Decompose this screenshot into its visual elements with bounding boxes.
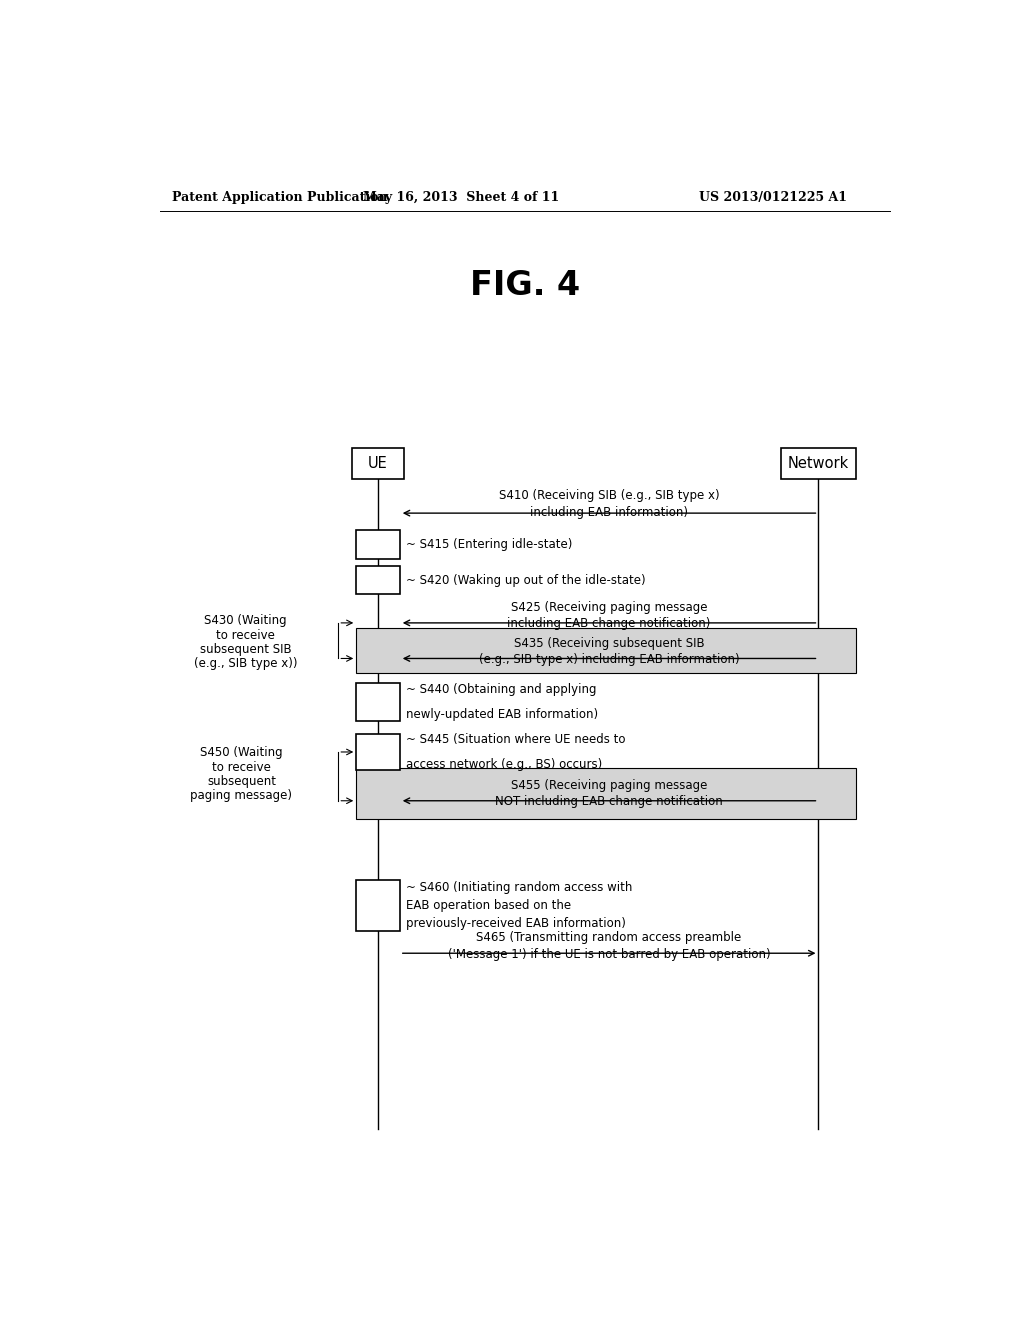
Bar: [356, 566, 399, 594]
Bar: [356, 531, 399, 558]
Text: S430 (Waiting: S430 (Waiting: [204, 614, 287, 627]
Text: to receive: to receive: [212, 760, 271, 774]
Text: ('Message 1') if the UE is not barred by EAB operation): ('Message 1') if the UE is not barred by…: [447, 948, 770, 961]
Text: May 16, 2013  Sheet 4 of 11: May 16, 2013 Sheet 4 of 11: [364, 190, 559, 203]
Text: US 2013/0121225 A1: US 2013/0121225 A1: [699, 190, 848, 203]
Text: subsequent SIB: subsequent SIB: [200, 643, 291, 656]
Text: UE: UE: [368, 455, 388, 471]
Text: including EAB change notification): including EAB change notification): [508, 618, 711, 631]
Text: Network: Network: [787, 455, 849, 471]
Text: S425 (Receiving paging message: S425 (Receiving paging message: [511, 601, 708, 614]
Text: Patent Application Publication: Patent Application Publication: [172, 190, 387, 203]
Text: NOT including EAB change notification: NOT including EAB change notification: [496, 795, 723, 808]
Text: (e.g., SIB type x)): (e.g., SIB type x)): [194, 657, 297, 671]
Text: to receive: to receive: [216, 628, 274, 642]
Text: paging message): paging message): [190, 789, 293, 803]
Text: ~ S415 (Entering idle-state): ~ S415 (Entering idle-state): [407, 539, 572, 552]
Text: S450 (Waiting: S450 (Waiting: [200, 747, 283, 759]
Bar: [356, 628, 856, 673]
Text: access network (e.g., BS) occurs): access network (e.g., BS) occurs): [407, 758, 602, 771]
Text: S435 (Receiving subsequent SIB: S435 (Receiving subsequent SIB: [514, 636, 705, 649]
Bar: [356, 682, 399, 722]
Text: EAB operation based on the: EAB operation based on the: [407, 899, 571, 912]
Bar: [352, 447, 403, 479]
Bar: [356, 880, 399, 931]
Bar: [356, 734, 399, 770]
Bar: [356, 768, 856, 818]
Text: S410 (Receiving SIB (e.g., SIB type x): S410 (Receiving SIB (e.g., SIB type x): [499, 490, 720, 503]
Text: FIG. 4: FIG. 4: [470, 269, 580, 302]
Text: ~ S420 (Waking up out of the idle-state): ~ S420 (Waking up out of the idle-state): [407, 574, 646, 586]
Text: S465 (Transmitting random access preamble: S465 (Transmitting random access preambl…: [476, 932, 741, 945]
Text: newly-updated EAB information): newly-updated EAB information): [407, 708, 598, 721]
Text: S455 (Receiving paging message: S455 (Receiving paging message: [511, 779, 708, 792]
Bar: [780, 447, 856, 479]
Text: ~ S440 (Obtaining and applying: ~ S440 (Obtaining and applying: [407, 684, 597, 697]
Text: subsequent: subsequent: [207, 775, 276, 788]
Text: previously-received EAB information): previously-received EAB information): [407, 917, 626, 931]
Text: (e.g., SIB type x) including EAB information): (e.g., SIB type x) including EAB informa…: [479, 653, 739, 667]
Text: including EAB information): including EAB information): [530, 506, 688, 519]
Text: ~ S445 (Situation where UE needs to: ~ S445 (Situation where UE needs to: [407, 734, 626, 746]
Text: ~ S460 (Initiating random access with: ~ S460 (Initiating random access with: [407, 880, 633, 894]
